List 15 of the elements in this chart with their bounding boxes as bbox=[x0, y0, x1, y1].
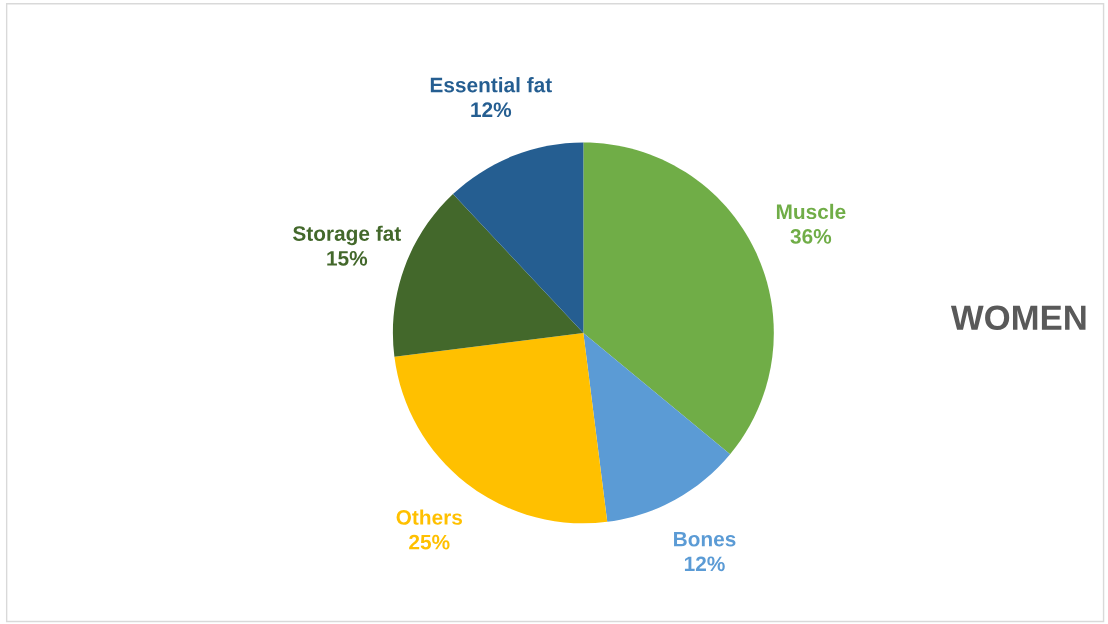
data-label: 25% bbox=[409, 534, 450, 550]
text: WOMEN bbox=[950, 305, 1086, 331]
slice-label: Essential fat bbox=[430, 77, 552, 93]
slice-label: Others bbox=[396, 509, 462, 525]
data-label: 12% bbox=[684, 556, 725, 572]
data-label: 15% bbox=[327, 251, 368, 266]
slice-label: Storage fat bbox=[293, 225, 401, 246]
pie-slice bbox=[583, 332, 731, 522]
slice-label: Muscle bbox=[776, 203, 846, 220]
pie-slice bbox=[583, 142, 774, 455]
data-label: 36% bbox=[790, 229, 832, 244]
slice-label: Bones bbox=[674, 531, 736, 547]
pie-slice bbox=[452, 142, 584, 333]
pie-slice bbox=[394, 332, 608, 524]
data-label: 12% bbox=[471, 102, 512, 118]
